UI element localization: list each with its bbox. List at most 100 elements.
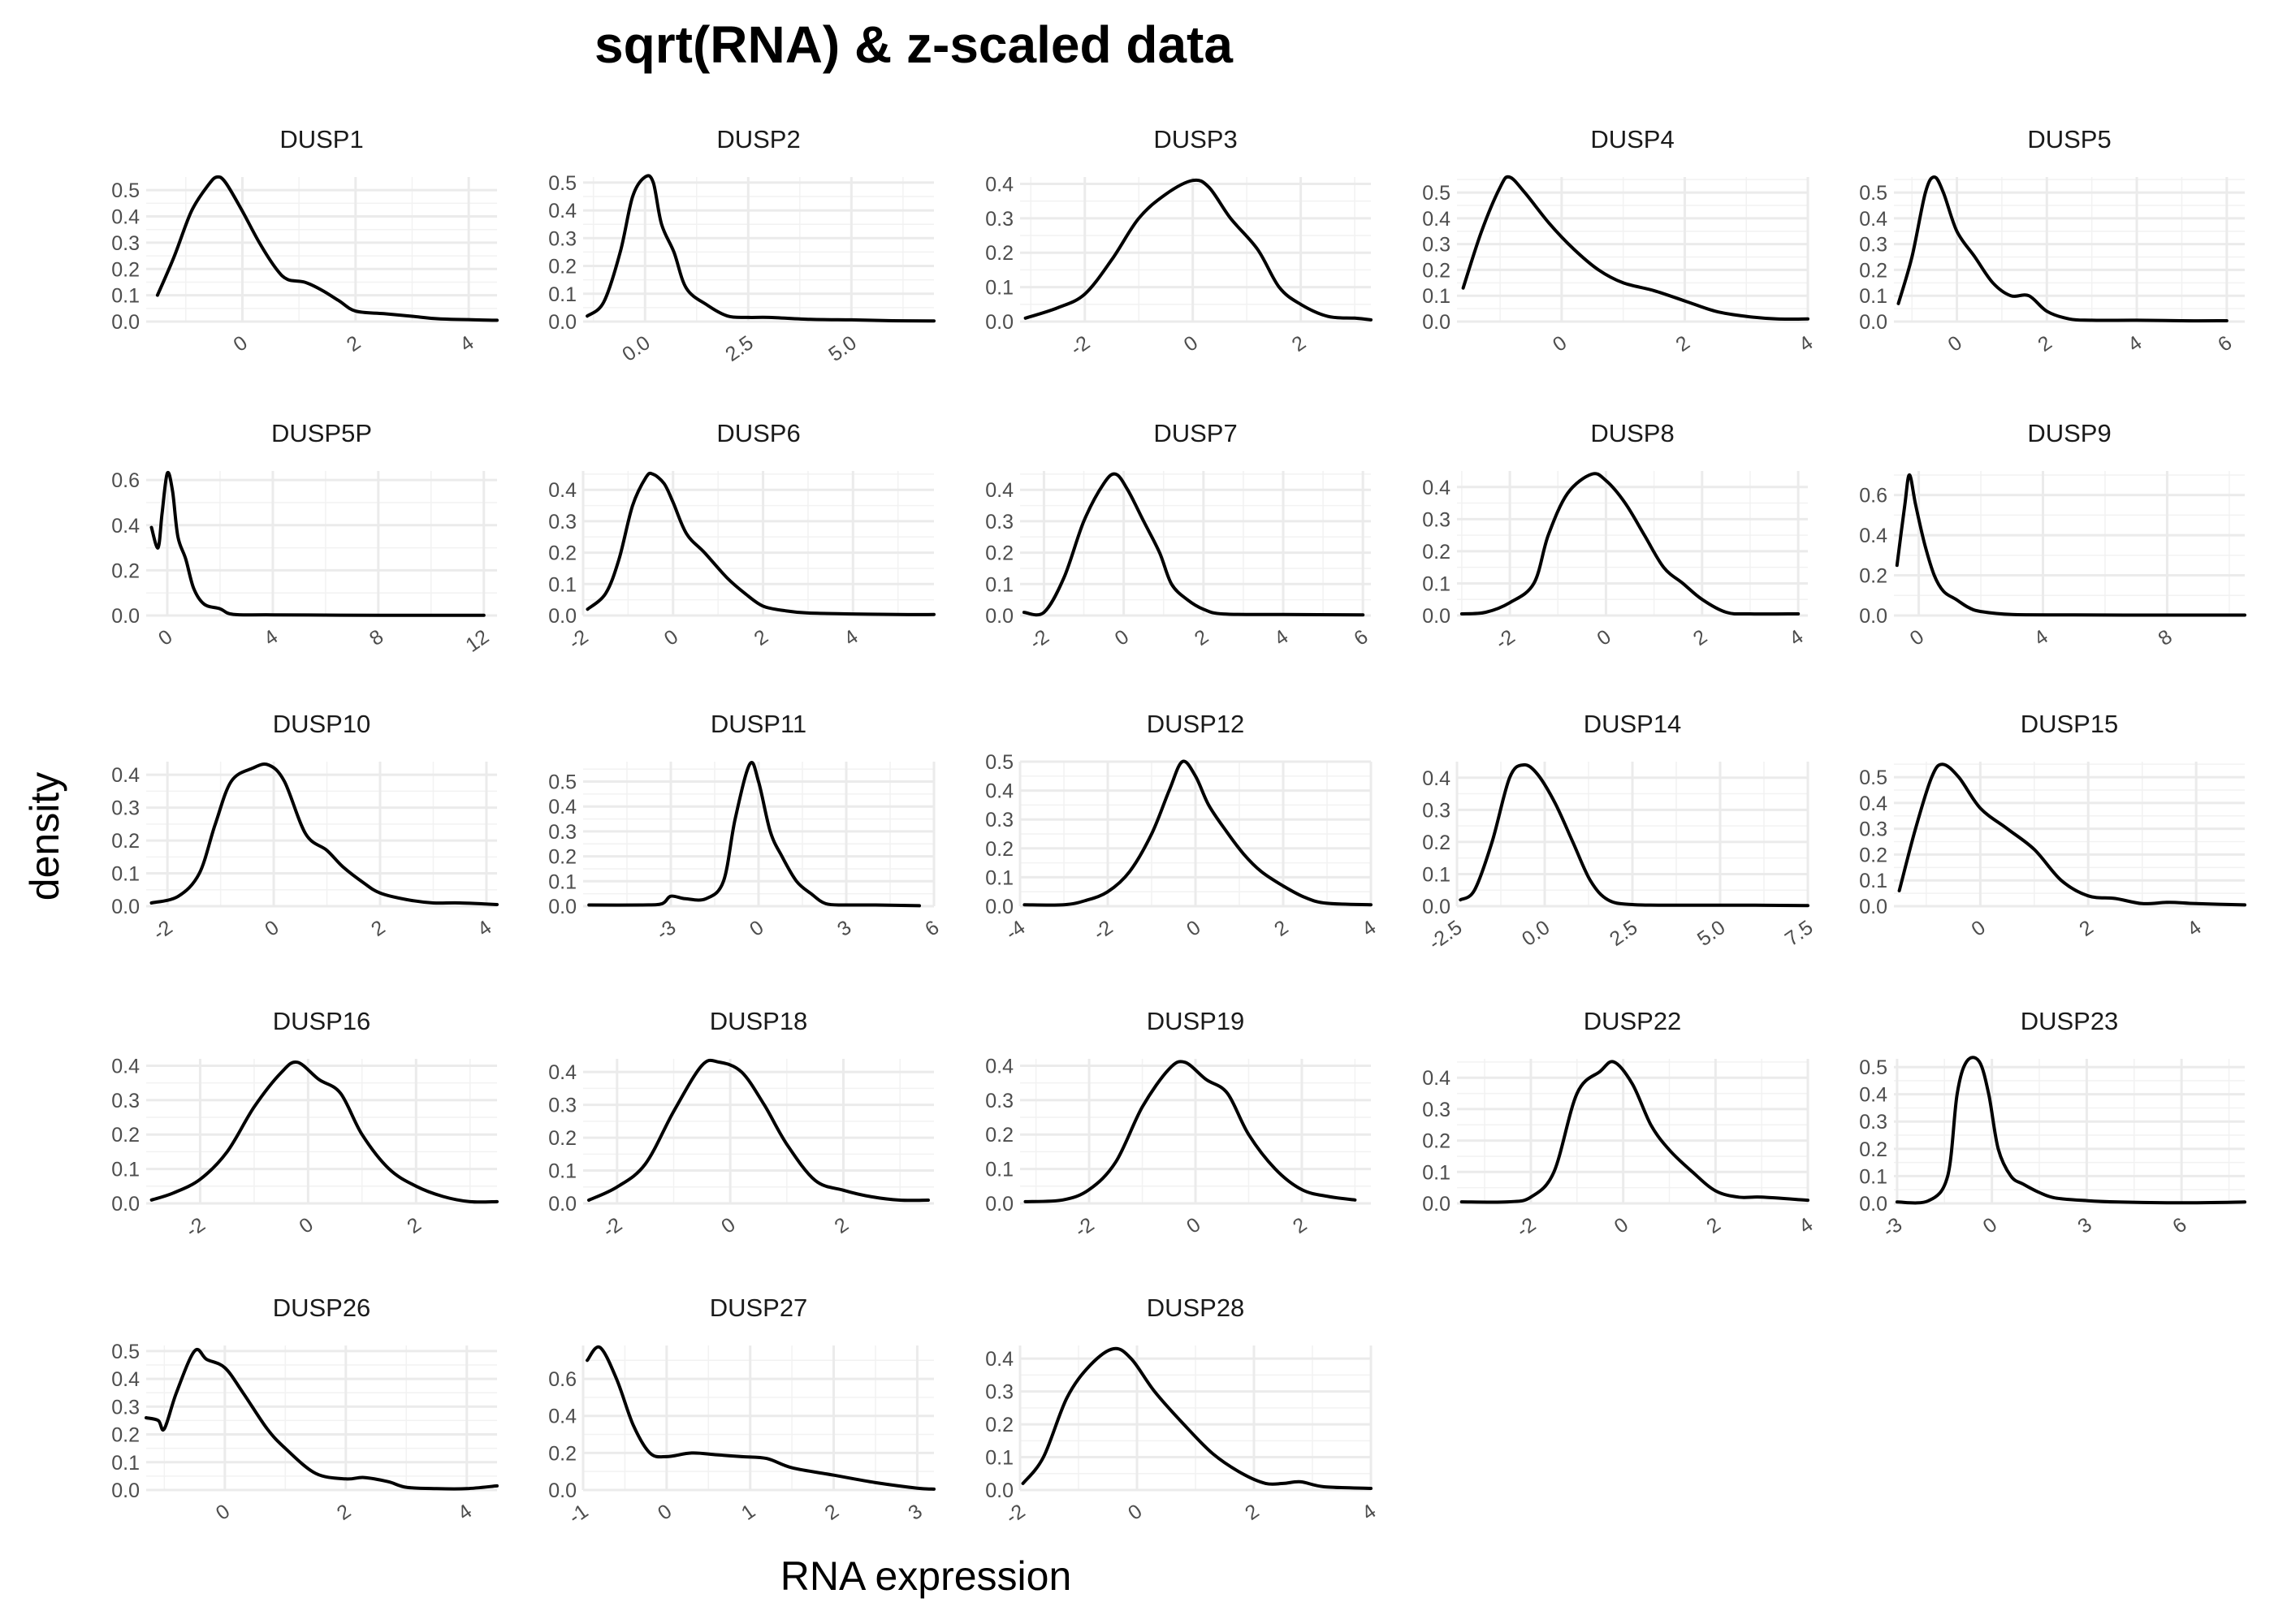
- y-tick-label: 0.3: [111, 1396, 140, 1419]
- y-tick-label: 0.4: [985, 173, 1014, 196]
- x-tick-label: 4: [1795, 1213, 1818, 1238]
- x-tick-label: -2.5: [1424, 916, 1466, 955]
- x-tick-label: -4: [1001, 916, 1029, 945]
- y-tick-label: 0.1: [1859, 870, 1887, 892]
- y-tick-label: 0.1: [985, 573, 1014, 596]
- panel-title: DUSP5P: [271, 419, 372, 447]
- y-tick-label: 0.0: [1859, 311, 1887, 334]
- panel-title: DUSP5: [2027, 125, 2111, 153]
- x-tick-label: 2: [403, 1213, 425, 1238]
- x-tick-label: 2: [1191, 625, 1213, 650]
- x-tick-label: 6: [2168, 1213, 2190, 1238]
- y-tick-label: 0.2: [985, 1414, 1014, 1436]
- x-tick-label: 4: [840, 625, 862, 650]
- y-tick-label: 0.4: [1422, 477, 1450, 499]
- panel-dusp28: 0.0 0.1 0.2 0.3 0.4 -2 0 2 4 DUSP28: [985, 1294, 1380, 1529]
- y-tick-label: 0.4: [985, 1348, 1014, 1371]
- x-tick-label: 2: [2075, 916, 2097, 941]
- y-tick-label: 0.4: [1422, 208, 1450, 231]
- density-curve-dusp1: [155, 175, 499, 322]
- x-tick-label: 2: [1270, 916, 1292, 941]
- x-tick-label: 0: [154, 625, 176, 650]
- y-tick-label: 0.3: [111, 1090, 140, 1112]
- panel-dusp23: 0.0 0.1 0.2 0.3 0.4 0.5 -3 0 3 6 DUSP23: [1859, 1007, 2246, 1242]
- x-tick-label: 0: [1182, 916, 1204, 941]
- x-tick-label: 2: [333, 1500, 355, 1525]
- density-curve-dusp23: [1895, 1056, 2246, 1205]
- panel-title: DUSP8: [1590, 419, 1674, 447]
- panel-dusp1: 0.0 0.1 0.2 0.3 0.4 0.5 0 2 4 DUSP1: [111, 125, 499, 356]
- density-curve-dusp16: [149, 1060, 499, 1204]
- y-tick-label: 0.4: [1422, 767, 1450, 790]
- y-tick-label: 0.2: [548, 1127, 577, 1150]
- panel-title: DUSP7: [1153, 419, 1237, 447]
- y-tick-label: 0.4: [548, 200, 577, 222]
- x-tick-label: 0: [654, 1500, 676, 1525]
- x-tick-label: 12: [461, 625, 493, 657]
- x-tick-label: 0.0: [1518, 916, 1554, 951]
- y-tick-label: 0.4: [1422, 1067, 1450, 1090]
- panel-dusp3: 0.0 0.1 0.2 0.3 0.4 -2 0 2 DUSP3: [985, 125, 1373, 361]
- y-tick-label: 0.1: [985, 1447, 1014, 1470]
- y-tick-label: 0.4: [985, 780, 1014, 803]
- x-tick-label: 2: [1288, 331, 1310, 356]
- y-tick-label: 0.1: [1422, 1161, 1450, 1184]
- y-tick-label: 0.2: [111, 258, 140, 281]
- density-curve-dusp14: [1459, 762, 1809, 908]
- y-tick-label: 0.4: [1859, 525, 1887, 547]
- y-tick-label: 0.1: [1859, 1165, 1887, 1188]
- y-tick-label: 0.3: [111, 797, 140, 820]
- x-tick-label: 6: [1350, 625, 1372, 650]
- y-tick-label: 0.0: [111, 1479, 140, 1502]
- x-tick-label: 4: [473, 916, 496, 941]
- x-tick-label: 0: [1124, 1500, 1146, 1525]
- x-axis-label: RNA expression: [780, 1553, 1072, 1599]
- x-tick-label: 2: [1671, 331, 1693, 356]
- x-tick-label: -2: [1001, 1500, 1029, 1529]
- y-tick-label: 0.2: [111, 1124, 140, 1147]
- y-tick-label: 0.3: [1859, 1111, 1887, 1134]
- y-tick-label: 0.3: [548, 511, 577, 533]
- y-tick-label: 0.5: [985, 751, 1014, 774]
- y-tick-label: 0.3: [1859, 818, 1887, 841]
- x-tick-label: 0: [212, 1500, 234, 1525]
- y-tick-label: 0.0: [548, 896, 577, 918]
- x-tick-label: -2: [182, 1213, 210, 1242]
- y-tick-label: 0.0: [1422, 311, 1450, 334]
- y-tick-label: 0.3: [111, 232, 140, 255]
- panel-dusp8: 0.0 0.1 0.2 0.3 0.4 -2 0 2 4 DUSP8: [1422, 419, 1808, 654]
- x-tick-label: 2: [2034, 331, 2056, 356]
- y-tick-label: 0.6: [111, 469, 140, 492]
- y-tick-label: 0.3: [548, 1095, 577, 1117]
- x-tick-label: 0: [1610, 1213, 1632, 1238]
- y-tick-label: 0.1: [111, 285, 140, 308]
- y-tick-label: 0.0: [985, 1193, 1014, 1216]
- panel-title: DUSP23: [2021, 1007, 2119, 1035]
- y-tick-label: 0.4: [548, 479, 577, 502]
- panel-title: DUSP1: [279, 125, 363, 153]
- y-tick-label: 0.0: [985, 1479, 1014, 1502]
- y-tick-label: 0.6: [548, 1368, 577, 1391]
- y-tick-label: 0.5: [1422, 182, 1450, 205]
- y-tick-label: 0.4: [111, 206, 140, 229]
- x-tick-label: 2: [1241, 1500, 1263, 1525]
- y-tick-label: 0.0: [111, 1193, 140, 1216]
- x-tick-label: 0: [717, 1213, 739, 1238]
- x-tick-label: 2.5: [1606, 916, 1642, 951]
- x-tick-label: -2: [1512, 1213, 1540, 1242]
- x-tick-label: 0: [229, 331, 251, 356]
- density-curve-dusp9: [1895, 473, 2246, 617]
- y-tick-label: 0.2: [111, 830, 140, 853]
- x-tick-label: 2: [821, 1500, 843, 1525]
- y-tick-label: 0.0: [111, 311, 140, 334]
- density-curve-dusp19: [1023, 1060, 1357, 1203]
- density-curve-dusp3: [1023, 178, 1373, 322]
- x-tick-label: 4: [2030, 625, 2052, 650]
- y-tick-label: 0.0: [1859, 605, 1887, 628]
- x-tick-label: -2: [599, 1213, 626, 1242]
- x-tick-label: 0: [660, 625, 682, 650]
- y-tick-label: 0.2: [985, 1124, 1014, 1147]
- y-tick-label: 0.1: [985, 1159, 1014, 1181]
- panel-title: DUSP9: [2027, 419, 2111, 447]
- panel-dusp6: 0.0 0.1 0.2 0.3 0.4 -2 0 2 4 DUSP6: [548, 419, 936, 654]
